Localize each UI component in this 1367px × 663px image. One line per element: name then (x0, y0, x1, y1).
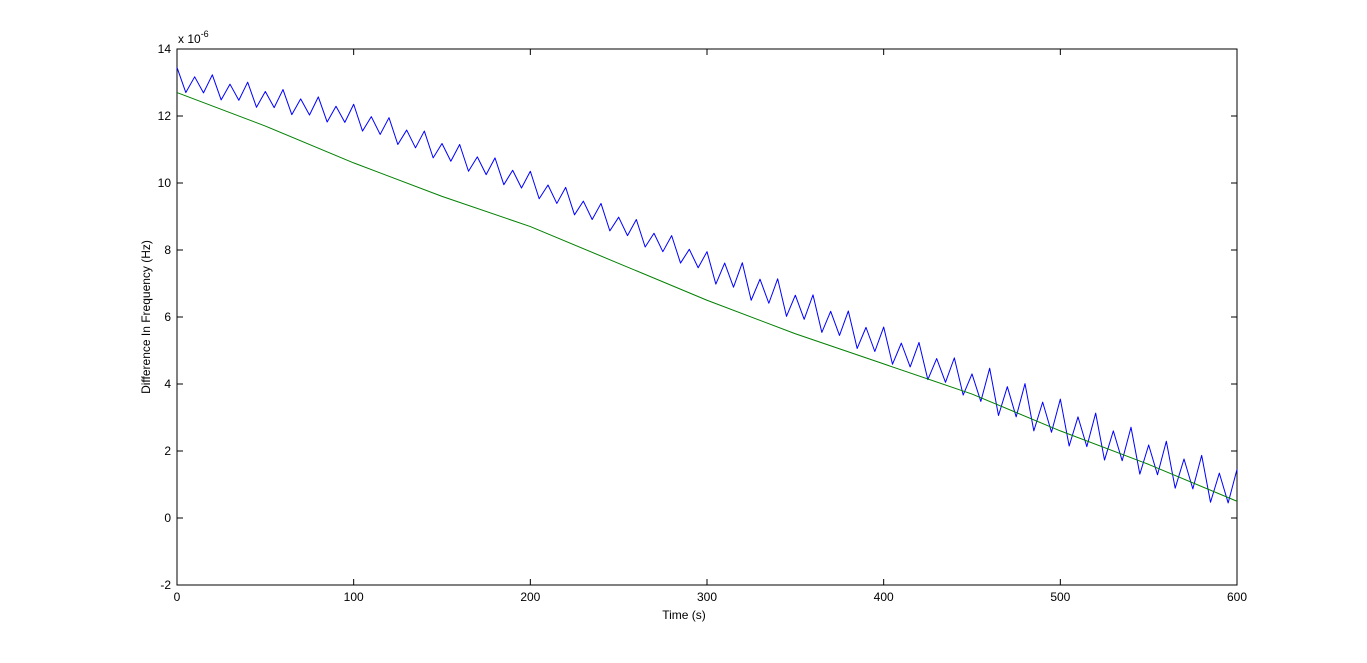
y-tick-label: 10 (158, 176, 172, 190)
y-tick-label: 8 (164, 243, 171, 257)
x-tick-label: 600 (1227, 590, 1247, 604)
x-tick-label: 200 (520, 590, 540, 604)
y-multiplier-exponent: -6 (201, 29, 209, 39)
y-multiplier: x 10-6 (178, 29, 209, 46)
y-axis-label: Difference In Frequency (Hz) (139, 240, 153, 394)
y-tick-label: 12 (158, 109, 172, 123)
x-tick-label: 400 (874, 590, 894, 604)
y-tick-label: 14 (158, 42, 172, 56)
plot-box (176, 48, 1238, 586)
y-tick-label: 6 (164, 310, 171, 324)
x-tick-label: 100 (344, 590, 364, 604)
series-line (176, 67, 1238, 504)
series-line (176, 92, 1238, 502)
x-tick-label: 500 (1050, 590, 1070, 604)
y-tick-label: -2 (160, 578, 171, 592)
y-tick-label: 0 (164, 511, 171, 525)
x-tick-label: 300 (697, 590, 717, 604)
x-tick-label: 0 (174, 590, 181, 604)
y-multiplier-base: x 10 (178, 32, 201, 46)
x-axis-label: Time (s) (662, 608, 706, 622)
y-tick-label: 4 (164, 377, 171, 391)
y-tick-label: 2 (164, 444, 171, 458)
